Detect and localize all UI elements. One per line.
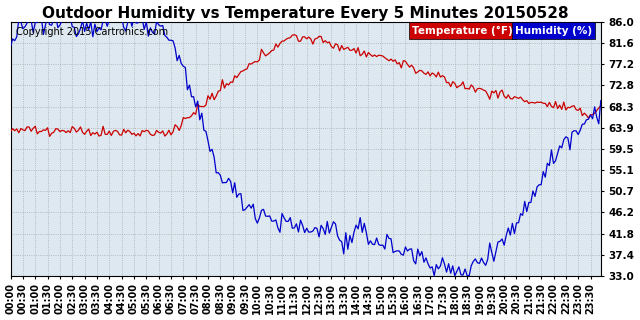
- Text: Humidity (%): Humidity (%): [515, 26, 593, 36]
- Text: Temperature (°F): Temperature (°F): [412, 26, 513, 36]
- Title: Outdoor Humidity vs Temperature Every 5 Minutes 20150528: Outdoor Humidity vs Temperature Every 5 …: [42, 5, 569, 20]
- Text: Copyright 2015 Cartronics.com: Copyright 2015 Cartronics.com: [17, 27, 168, 37]
